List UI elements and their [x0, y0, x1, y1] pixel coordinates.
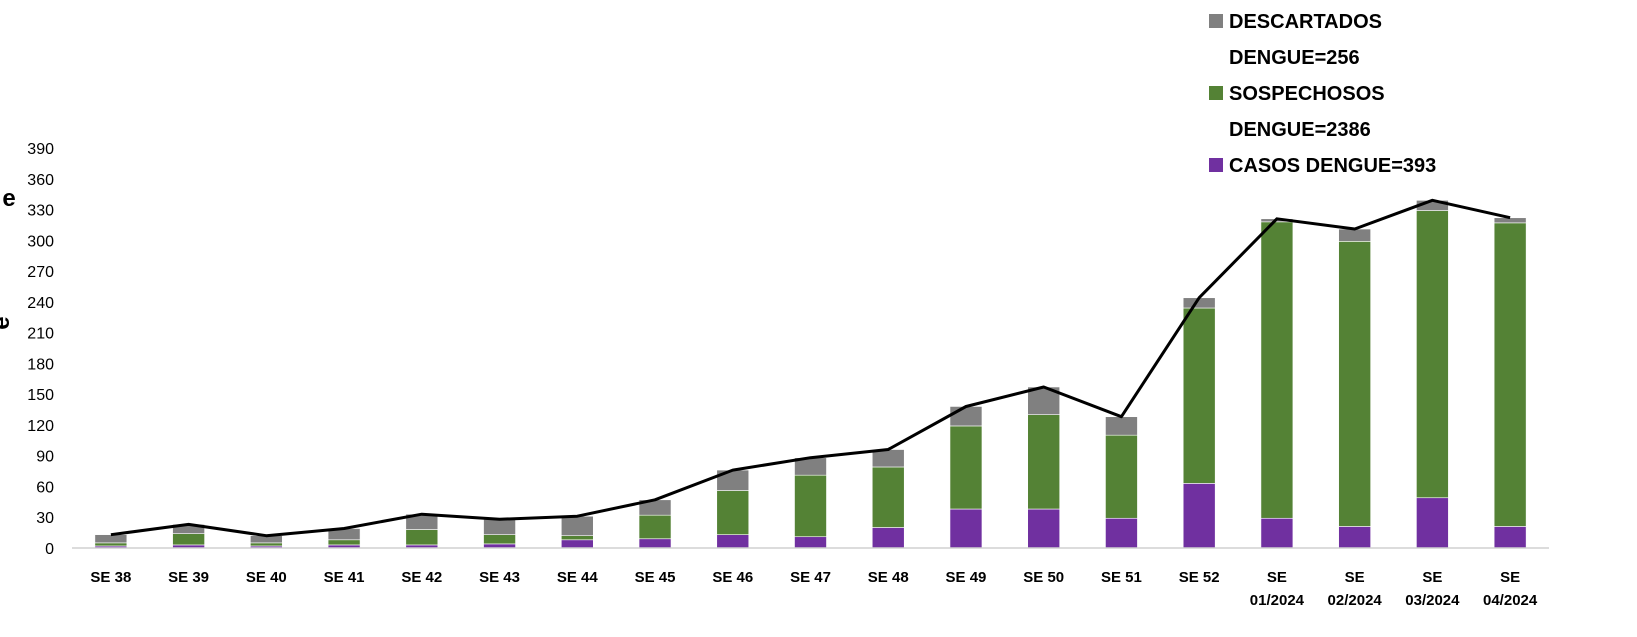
bar-segment-series-0 — [1182, 483, 1216, 549]
y-axis-ticks: 0 30 60 90 120 150 180 210 240 270 300 330 360 390 — [27, 141, 54, 558]
bar-segment-series-0 — [1105, 517, 1138, 549]
legend-label: DESCARTADOS — [1229, 11, 1382, 33]
bar-segment-series-2 — [949, 406, 983, 427]
y-tick-label: 270 — [27, 264, 54, 281]
y-axis-label-fragment: e — [0, 316, 15, 329]
y-tick-label: 90 — [36, 449, 54, 466]
bar-segment-series-0 — [949, 508, 983, 549]
bar-segment-series-0 — [1416, 497, 1449, 549]
legend-label: DENGUE=2386 — [1229, 119, 1371, 141]
bar-segment-series-1 — [1260, 221, 1294, 519]
x-tick-label: SE 40 — [246, 569, 287, 586]
bar-segment-series-0 — [1260, 517, 1294, 549]
bar-segment-series-2 — [1105, 416, 1138, 436]
x-axis-ticks: SE 38 SE 39 SE 40 SE 41 SE 42 SE 43 SE 44 SE 45… — [90, 569, 1537, 609]
x-tick-label: SE 50 — [1023, 569, 1064, 586]
y-tick-label: 120 — [27, 418, 54, 435]
bar-segment-series-1 — [638, 514, 672, 540]
bar-segment-series-1 — [94, 542, 128, 547]
bar-segment-series-1 — [1182, 307, 1216, 484]
bar-segment-series-1 — [1493, 222, 1527, 527]
bar-segment-series-1 — [949, 425, 983, 510]
y-tick-label: 330 — [27, 203, 54, 220]
y-axis-label-fragment: e — [2, 185, 15, 212]
x-tick-label: SE 45 — [635, 569, 676, 586]
bar-segment-series-1 — [1416, 210, 1449, 499]
bar-segment-series-2 — [1338, 228, 1371, 242]
bar-segment-series-1 — [871, 466, 905, 528]
y-tick-label: 240 — [27, 295, 54, 312]
bar-segment-series-0 — [716, 534, 750, 549]
x-tick-label: SE 38 — [90, 569, 131, 586]
total-line-series — [110, 198, 1511, 538]
bar-segment-series-0 — [1493, 526, 1527, 549]
x-tick-label: SE 52 — [1179, 569, 1220, 586]
bar-segment-series-0 — [871, 527, 905, 549]
y-tick-label: 60 — [36, 479, 54, 496]
bar-segment-series-1 — [1027, 414, 1061, 510]
x-tick-label: SE 51 — [1101, 569, 1142, 586]
bar-segment-series-1 — [716, 490, 750, 535]
x-tick-label: SE 43 — [479, 569, 520, 586]
y-tick-label: 210 — [27, 326, 54, 343]
legend-label: DENGUE=256 — [1229, 47, 1360, 69]
y-tick-label: 150 — [27, 387, 54, 404]
x-tick-label: SE 02/2024 — [1328, 569, 1383, 609]
bar-segment-series-2 — [94, 534, 128, 544]
x-tick-label: SE 04/2024 — [1483, 569, 1538, 609]
x-tick-label: SE 41 — [324, 569, 365, 586]
legend-label: CASOS DENGUE=393 — [1229, 155, 1436, 177]
bar-segment-series-2 — [1493, 217, 1527, 224]
total-line — [110, 198, 1511, 538]
bar-segment-series-1 — [1105, 434, 1138, 519]
bar-segment-series-0 — [638, 538, 672, 549]
bar-segment-series-1 — [327, 539, 361, 546]
bar-segment-series-1 — [1338, 241, 1371, 527]
legend-swatch — [1209, 86, 1223, 100]
y-tick-label: 0 — [45, 541, 54, 558]
bar-segment-series-0 — [794, 536, 827, 549]
bar-segment-series-2 — [560, 515, 594, 536]
bar-segment-series-1 — [483, 534, 516, 545]
y-axis-label-fragments: ee — [0, 185, 16, 330]
bar-segment-series-1 — [560, 535, 594, 541]
x-tick-label: SE 49 — [946, 569, 987, 586]
bar-segment-series-1 — [250, 542, 283, 547]
bar-segment-series-1 — [794, 474, 827, 538]
x-tick-label: SE 39 — [168, 569, 209, 586]
bar-segment-series-0 — [1338, 526, 1371, 549]
x-tick-label: SE 47 — [790, 569, 831, 586]
y-tick-label: 360 — [27, 172, 54, 189]
bar-segment-series-2 — [483, 518, 516, 535]
bars — [94, 200, 1527, 549]
x-tick-label: SE 44 — [557, 569, 599, 586]
x-tick-label: SE 01/2024 — [1250, 569, 1305, 609]
legend-swatch — [1209, 158, 1223, 172]
legend: DESCARTADOS DENGUE=256 SOSPECHOSOS DENGUE=2… — [1209, 11, 1436, 177]
bar-segment-series-0 — [560, 539, 594, 549]
x-tick-label: SE 03/2024 — [1405, 569, 1460, 609]
y-tick-label: 30 — [36, 510, 54, 527]
bar-segment-series-1 — [405, 529, 439, 546]
bar-segment-series-0 — [1027, 508, 1061, 549]
x-tick-label: SE 42 — [401, 569, 442, 586]
legend-label: SOSPECHOSOS — [1229, 83, 1385, 105]
bar-segment-series-1 — [172, 533, 205, 546]
legend-swatch — [1209, 14, 1223, 28]
y-tick-label: 180 — [27, 356, 54, 373]
y-tick-label: 390 — [27, 141, 54, 158]
x-tick-label: SE 48 — [868, 569, 909, 586]
x-tick-label: SE 46 — [712, 569, 753, 586]
y-tick-label: 300 — [27, 233, 54, 250]
